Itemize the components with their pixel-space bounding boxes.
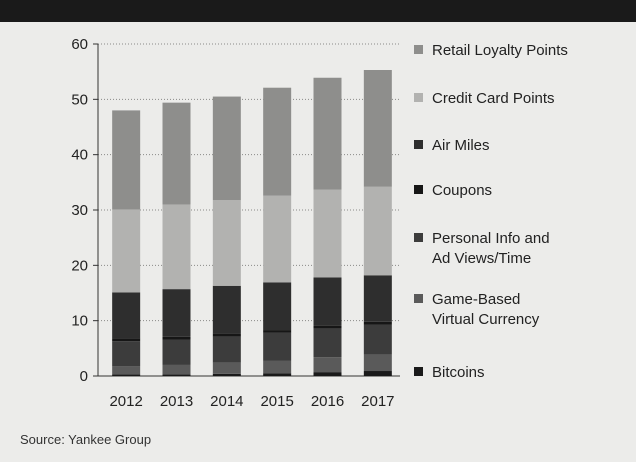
bar-segment — [263, 282, 292, 331]
bar-segment — [212, 333, 241, 337]
bar-segment — [363, 321, 392, 325]
legend-item: Credit Card Points — [414, 90, 555, 107]
legend-item: Air Miles — [414, 137, 490, 154]
legend-label: Ad Views/Time — [432, 250, 531, 267]
legend-swatch — [414, 185, 423, 194]
x-tick-label: 2015 — [260, 393, 293, 410]
legend-swatch — [414, 233, 423, 242]
tick-labels: 0 10 20 30 40 50 60 2012 2013 2014 2015 2016 2017 — [71, 36, 394, 410]
y-tick-label: 40 — [71, 147, 88, 164]
legend-label: Personal Info and — [432, 230, 550, 247]
x-tick-label: 2014 — [210, 393, 243, 410]
bar-segment — [263, 373, 292, 376]
bar-segment — [263, 195, 292, 283]
bar-segment — [263, 360, 292, 374]
bar-segment — [162, 289, 191, 337]
x-tick-label: 2016 — [311, 393, 344, 410]
bar-segment — [162, 364, 191, 375]
legend-label: Retail Loyalty Points — [432, 42, 568, 59]
bar-segment — [212, 373, 241, 376]
bar-segment — [212, 336, 241, 363]
legend-item: Bitcoins — [414, 364, 485, 381]
bar-segment — [212, 96, 241, 201]
x-tick-label: 2012 — [109, 393, 142, 410]
y-tick-label: 60 — [71, 36, 88, 53]
bar-segment — [363, 354, 392, 372]
bar-segment — [112, 338, 141, 342]
bar-segment — [112, 209, 141, 293]
bar-segment — [112, 366, 141, 375]
legend-label: Coupons — [432, 182, 492, 199]
bar-segment — [112, 110, 141, 210]
y-tick-label: 10 — [71, 313, 88, 330]
legend: Retail Loyalty Points Credit Card Points A… — [414, 42, 568, 381]
legend-label: Bitcoins — [432, 364, 485, 381]
x-tick-label: 2013 — [160, 393, 193, 410]
bar-segment — [363, 371, 392, 376]
bar-segment — [363, 70, 392, 187]
bar-segment — [162, 336, 191, 340]
y-tick-label: 50 — [71, 91, 88, 108]
bar-segment — [363, 324, 392, 355]
bar-segment — [313, 357, 342, 373]
bar-segment — [162, 374, 191, 376]
legend-item: Game-Based Virtual Currency — [414, 291, 540, 328]
bar-segment — [212, 362, 241, 374]
legend-label: Virtual Currency — [432, 311, 540, 328]
x-tick-label: 2017 — [361, 393, 394, 410]
legend-label: Air Miles — [432, 137, 490, 154]
y-tick-label: 0 — [80, 368, 88, 385]
axes — [93, 43, 400, 377]
bar-segment — [112, 374, 141, 376]
legend-swatch — [414, 367, 423, 376]
bars — [112, 70, 392, 376]
bar-segment — [263, 330, 292, 333]
bar-segment — [313, 372, 342, 376]
source-note: Source: Yankee Group — [20, 432, 152, 447]
legend-item: Coupons — [414, 182, 492, 199]
bar-segment — [112, 341, 141, 367]
legend-item: Retail Loyalty Points — [414, 42, 568, 59]
bar-segment — [212, 285, 241, 334]
legend-swatch — [414, 140, 423, 149]
bar-segment — [363, 275, 392, 322]
bar-segment — [313, 77, 342, 190]
legend-swatch — [414, 45, 423, 54]
header-bar — [0, 0, 636, 22]
bar-segment — [162, 339, 191, 365]
bar-segment — [162, 204, 191, 290]
y-tick-label: 30 — [71, 202, 88, 219]
legend-item: Personal Info and Ad Views/Time — [414, 230, 550, 267]
legend-label: Game-Based — [432, 291, 520, 308]
gridlines — [98, 43, 400, 322]
bar-segment — [313, 277, 342, 326]
y-tick-label: 20 — [71, 257, 88, 274]
bar-segment — [363, 186, 392, 276]
bar-segment — [313, 325, 342, 329]
legend-label: Credit Card Points — [432, 90, 555, 107]
bar-segment — [162, 102, 191, 205]
bar-segment — [313, 328, 342, 358]
bar-segment — [212, 200, 241, 286]
legend-swatch — [414, 294, 423, 303]
bar-segment — [112, 292, 141, 339]
bar-segment — [263, 332, 292, 361]
bar-segment — [263, 87, 292, 196]
legend-swatch — [414, 93, 423, 102]
bar-segment — [313, 189, 342, 278]
